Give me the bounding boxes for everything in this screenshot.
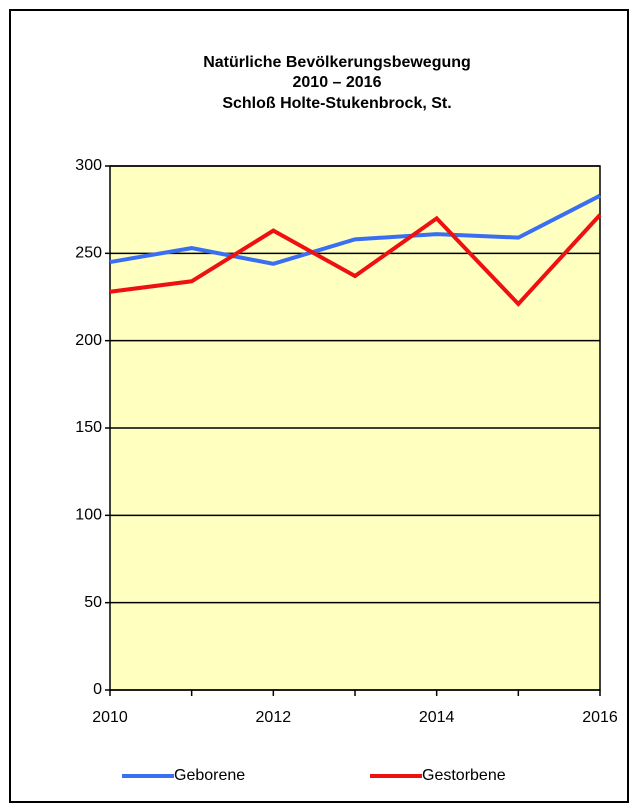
chart-title: Schloß Holte-Stukenbrock, St. xyxy=(222,95,451,112)
x-tick-label: 2016 xyxy=(582,709,618,726)
plot-border xyxy=(109,165,601,691)
legend-label: Gestorbene xyxy=(422,767,506,784)
y-tick-label: 300 xyxy=(75,157,102,174)
y-tick-label: 50 xyxy=(84,594,102,611)
y-tick-label: 150 xyxy=(75,419,102,436)
series-line xyxy=(109,213,602,307)
legend-label: Geborene xyxy=(174,767,245,784)
x-tick-label: 2014 xyxy=(419,709,455,726)
x-tick-label: 2012 xyxy=(256,709,292,726)
chart-title: 2010 – 2016 xyxy=(293,74,382,91)
y-tick-label: 250 xyxy=(75,245,102,262)
x-tick-label: 2010 xyxy=(92,709,128,726)
chart-title: Natürliche Bevölkerungsbewegung xyxy=(203,54,471,71)
series-line xyxy=(109,193,601,266)
y-tick-label: 0 xyxy=(93,681,102,698)
y-tick-label: 200 xyxy=(75,332,102,349)
y-tick-label: 100 xyxy=(75,507,102,524)
